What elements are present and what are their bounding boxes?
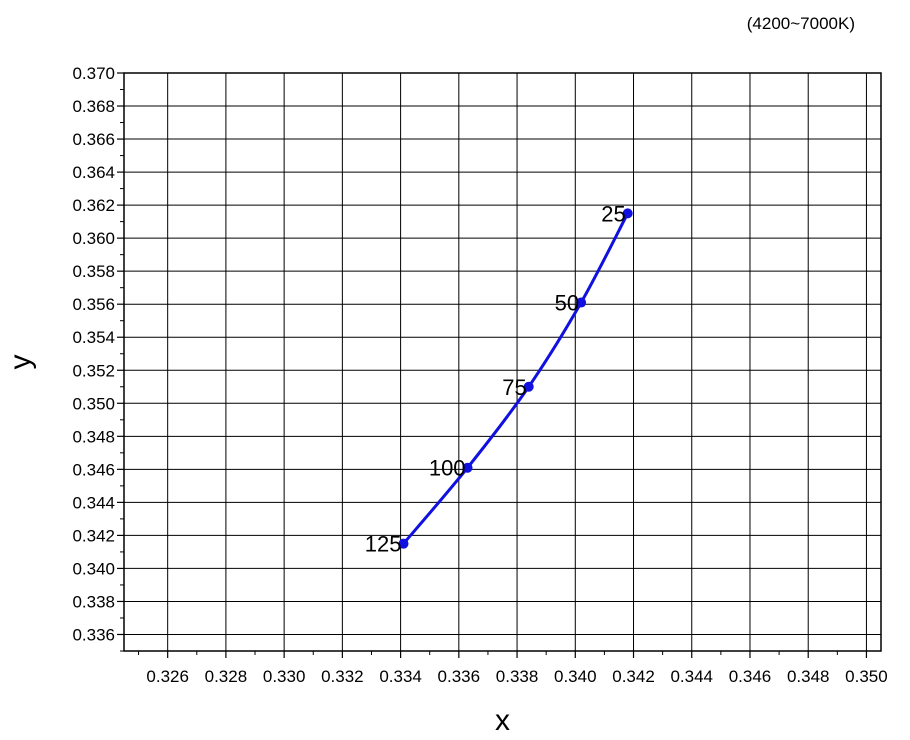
x-tick-label: 0.328 [205, 667, 248, 686]
y-tick-label: 0.340 [72, 559, 115, 578]
series-group: 125 100 75 50 25 [365, 201, 633, 557]
y-tick-label: 0.342 [72, 526, 115, 545]
x-tick-label: 0.332 [321, 667, 364, 686]
y-tick-label: 0.336 [72, 625, 115, 644]
data-point-label: 125 [365, 532, 402, 557]
x-tick-label: 0.338 [496, 667, 539, 686]
y-tick-label: 0.352 [72, 361, 115, 380]
x-tick-label: 0.342 [612, 667, 655, 686]
y-tick-label: 0.360 [72, 229, 115, 248]
y-tick-label: 0.362 [72, 196, 115, 215]
y-tick-label: 0.364 [72, 163, 115, 182]
y-tick-label: 0.346 [72, 460, 115, 479]
data-point-label: 25 [601, 201, 625, 226]
x-tick-label: 0.336 [438, 667, 481, 686]
minor-ticks [120, 89, 838, 655]
data-point [576, 297, 587, 308]
y-tick-label: 0.348 [72, 427, 115, 446]
data-point [523, 381, 534, 392]
x-axis-title: x [495, 704, 510, 737]
y-tick-label: 0.370 [72, 64, 115, 83]
y-tick-label: 0.356 [72, 295, 115, 314]
y-tick-label: 0.366 [72, 130, 115, 149]
y-tick-label: 0.358 [72, 262, 115, 281]
x-tick-labels: 0.326 0.328 0.330 0.332 0.334 0.336 0.338 0.340… [146, 667, 887, 686]
x-tick-label: 0.348 [787, 667, 830, 686]
x-tick-label: 0.330 [263, 667, 306, 686]
data-point-label: 75 [502, 375, 526, 400]
y-tick-label: 0.350 [72, 394, 115, 413]
y-tick-label: 0.338 [72, 592, 115, 611]
data-point-label: 50 [555, 291, 579, 316]
x-tick-label: 0.340 [554, 667, 597, 686]
data-point [398, 538, 409, 549]
x-tick-label: 0.346 [729, 667, 772, 686]
data-point [622, 208, 633, 219]
y-tick-labels: 0.336 0.338 0.340 0.342 0.344 0.346 0.348 0.350… [72, 64, 115, 644]
x-tick-label: 0.350 [845, 667, 888, 686]
y-axis-title: y [4, 355, 37, 370]
y-tick-label: 0.368 [72, 97, 115, 116]
data-point-label: 100 [429, 456, 466, 481]
x-tick-label: 0.334 [379, 667, 422, 686]
annotation: (4200~7000K) [747, 14, 855, 33]
x-tick-label: 0.344 [670, 667, 713, 686]
plot-frame [123, 72, 882, 652]
y-tick-label: 0.344 [72, 493, 115, 512]
data-point [462, 462, 473, 473]
x-tick-label: 0.326 [146, 667, 189, 686]
y-tick-label: 0.354 [72, 328, 115, 347]
grid [117, 72, 881, 658]
